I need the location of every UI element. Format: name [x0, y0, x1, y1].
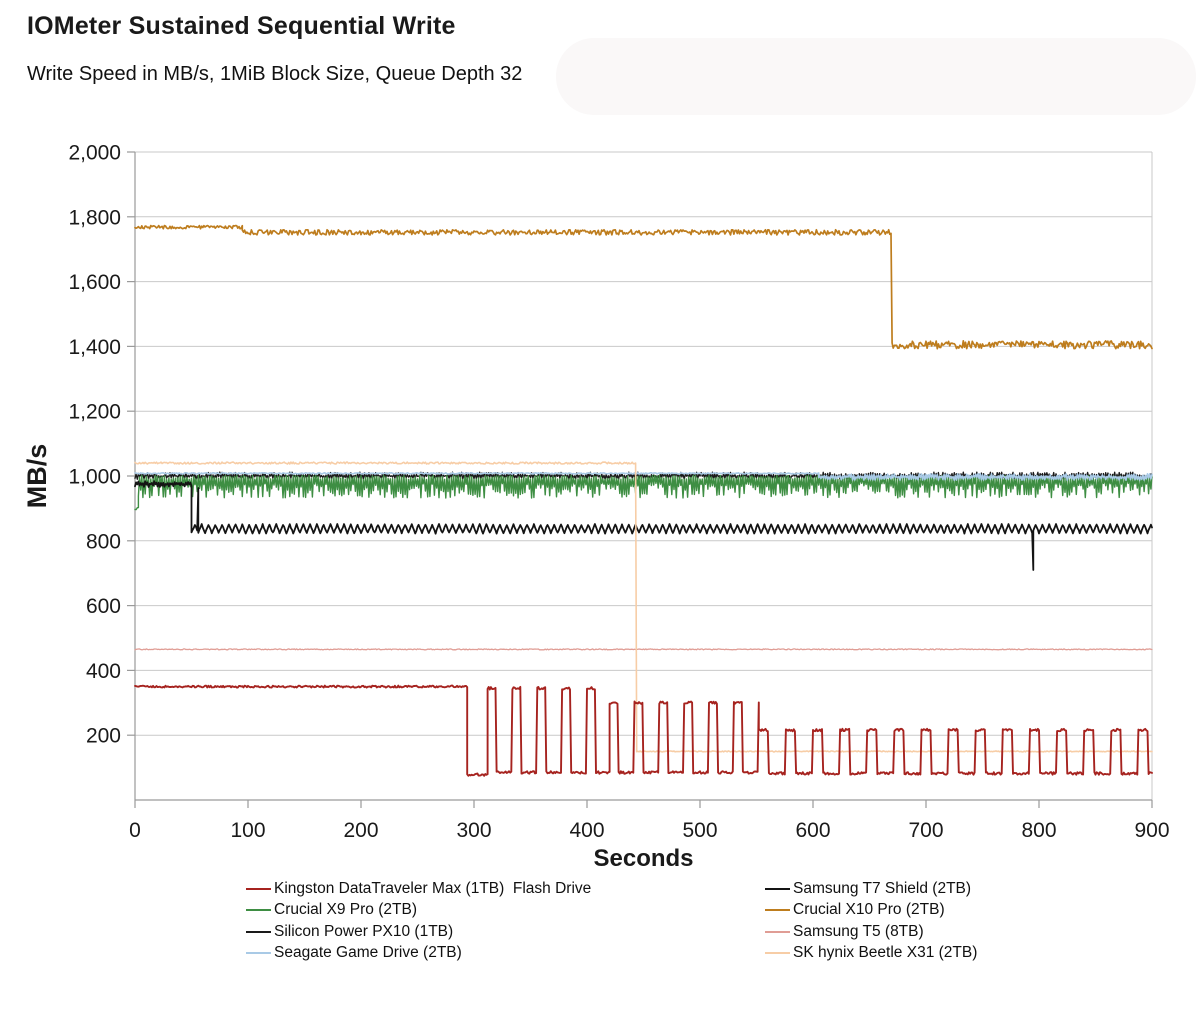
series-line-kingston-datatraveler-max-1tb-flash-drive — [134, 684, 1153, 777]
legend-swatch-samsung-t7-shield-2tb — [765, 887, 790, 890]
x-tick-label: 500 — [682, 819, 717, 842]
legend-label: Kingston DataTraveler Max (1TB) Flash Dr… — [274, 879, 592, 897]
series-line-samsung-t7-shield-2tb — [134, 480, 1153, 571]
legend-label: Silicon Power PX10 (1TB) — [274, 922, 454, 940]
legend-item-crucial-x10-pro-2tb: Crucial X10 Pro (2TB) — [765, 900, 977, 922]
y-tick-label: 600 — [86, 595, 121, 618]
x-axis-title: Seconds — [593, 845, 693, 872]
legend-item-samsung-t5-8tb: Samsung T5 (8TB) — [765, 921, 977, 943]
series-line-samsung-t5-8tb — [134, 648, 1153, 651]
legend-swatch-crucial-x9-pro-2tb — [246, 909, 271, 912]
legend-swatch-sk-hynix-beetle-x31-2tb — [765, 952, 790, 955]
x-tick-label: 800 — [1021, 819, 1056, 842]
chart-legend: Kingston DataTraveler Max (1TB) Flash Dr… — [246, 878, 977, 964]
legend-item-kingston-datatraveler-max-1tb-flash-drive: Kingston DataTraveler Max (1TB) Flash Dr… — [246, 878, 765, 900]
y-tick-label: 800 — [86, 530, 121, 553]
watermark-area — [556, 38, 1196, 115]
y-tick-label: 1,800 — [68, 206, 121, 229]
legend-swatch-kingston-datatraveler-max-1tb-flash-drive — [246, 887, 271, 890]
legend-swatch-seagate-game-drive-2tb — [246, 952, 271, 955]
y-tick-label: 2,000 — [68, 142, 121, 165]
legend-swatch-samsung-t5-8tb — [765, 930, 790, 933]
legend-label: SK hynix Beetle X31 (2TB) — [793, 944, 978, 962]
y-tick-label: 1,200 — [68, 401, 121, 424]
legend-label: Seagate Game Drive (2TB) — [274, 944, 462, 962]
x-tick-label: 600 — [795, 819, 830, 842]
series-line-crucial-x10-pro-2tb — [134, 224, 1153, 350]
y-axis-title: MB/s — [22, 444, 52, 509]
x-tick-label: 100 — [230, 819, 265, 842]
x-tick-label: 900 — [1134, 819, 1169, 842]
legend-item-crucial-x9-pro-2tb: Crucial X9 Pro (2TB) — [246, 900, 765, 922]
legend-label: Crucial X10 Pro (2TB) — [793, 901, 945, 919]
page-title: IOMeter Sustained Sequential Write — [27, 12, 456, 40]
y-tick-label: 200 — [86, 725, 121, 748]
x-tick-label: 200 — [343, 819, 378, 842]
y-tick-label: 1,400 — [68, 336, 121, 359]
series-line-crucial-x9-pro-2tb — [134, 474, 1153, 511]
x-tick-label: 0 — [129, 819, 141, 842]
legend-label: Crucial X9 Pro (2TB) — [274, 901, 417, 919]
y-tick-label: 1,600 — [68, 271, 121, 294]
series-line-sk-hynix-beetle-x31-2tb — [134, 461, 1153, 753]
x-tick-label: 700 — [908, 819, 943, 842]
y-tick-label: 1,000 — [68, 466, 121, 489]
legend-label: Samsung T7 Shield (2TB) — [793, 879, 972, 897]
x-tick-label: 300 — [456, 819, 491, 842]
legend-item-seagate-game-drive-2tb: Seagate Game Drive (2TB) — [246, 943, 765, 965]
sequential-write-chart: 200 400 600 800 1,000 1,200 1,400 1,600 1,800 2,0… — [22, 142, 1170, 873]
legend-item-samsung-t7-shield-2tb: Samsung T7 Shield (2TB) — [765, 878, 977, 900]
y-tick-label: 400 — [86, 660, 121, 683]
legend-item-sk-hynix-beetle-x31-2tb: SK hynix Beetle X31 (2TB) — [765, 943, 977, 965]
page-subtitle: Write Speed in MB/s, 1MiB Block Size, Qu… — [27, 63, 523, 85]
series-line-seagate-game-drive-2tb — [134, 471, 1153, 482]
x-tick-label: 400 — [569, 819, 604, 842]
legend-item-silicon-power-px10-1tb: Silicon Power PX10 (1TB) — [246, 921, 765, 943]
legend-label: Samsung T5 (8TB) — [793, 922, 924, 940]
legend-swatch-silicon-power-px10-1tb — [246, 930, 271, 933]
legend-swatch-crucial-x10-pro-2tb — [765, 909, 790, 912]
